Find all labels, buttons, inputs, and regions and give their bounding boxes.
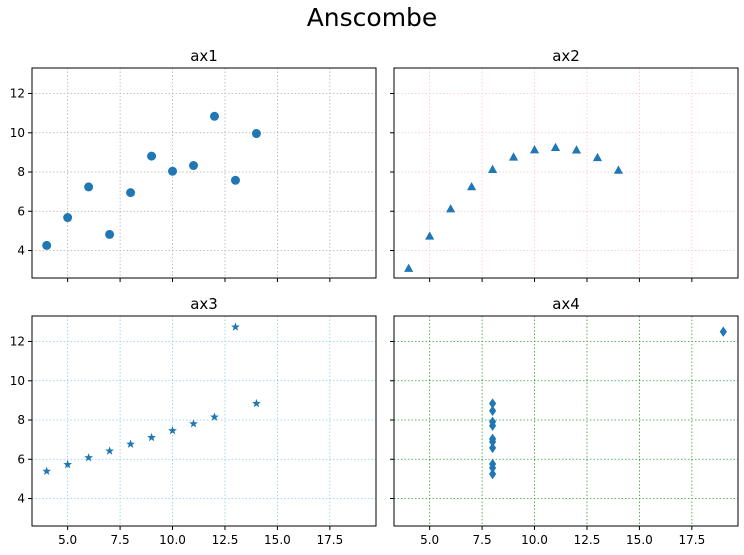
data-point	[488, 405, 497, 416]
y-tick-label: 6	[17, 452, 25, 466]
data-point	[84, 453, 94, 462]
data-point	[84, 182, 94, 192]
data-point	[147, 151, 157, 161]
data-point	[613, 165, 624, 174]
data-point	[63, 213, 73, 223]
data-point	[488, 462, 497, 474]
data-point	[592, 152, 603, 162]
y-tick-label: 12	[10, 87, 25, 101]
y-tick-label: 4	[17, 244, 25, 258]
data-point	[105, 229, 115, 239]
axes-frame	[31, 315, 377, 527]
axes-title: ax3	[190, 295, 218, 313]
data-point	[252, 398, 261, 408]
data-point	[189, 161, 199, 171]
data-point	[231, 322, 240, 331]
data-point	[425, 231, 435, 240]
data-point	[508, 152, 519, 161]
y-tick-label: 4	[17, 492, 25, 506]
data-point	[488, 468, 497, 480]
data-point	[488, 436, 497, 447]
data-points	[488, 326, 727, 480]
data-points	[42, 111, 261, 250]
data-point	[571, 145, 582, 154]
axes-4: 5.0 7.5 10.0 12.5 15.0 17.5 ax4	[390, 295, 739, 547]
data-point	[105, 446, 114, 455]
axes-grid: 4 6 8 10 12 ax1 ax2 5.0 7.5 10.0 12.5 15.0 17.5 4 6 8 10…	[10, 47, 739, 547]
y-tick-label: 10	[10, 126, 25, 140]
x-tick-label: 5.0	[58, 533, 77, 547]
data-point	[210, 412, 219, 421]
data-point	[446, 204, 456, 213]
data-points	[42, 322, 261, 475]
data-point	[168, 166, 178, 176]
data-point	[529, 145, 540, 154]
axes-1: 4 6 8 10 12 ax1	[10, 47, 377, 282]
y-tick-label: 8	[17, 413, 25, 427]
data-point	[209, 111, 219, 121]
data-point	[168, 426, 177, 435]
axes-frame	[393, 67, 739, 279]
x-tick-label: 15.0	[626, 533, 653, 547]
figure-title: Anscombe	[307, 3, 438, 32]
data-point	[488, 442, 497, 454]
x-tick-label: 7.5	[111, 533, 130, 547]
axes-3: 5.0 7.5 10.0 12.5 15.0 17.5 4 6 8 10 12 ax3	[10, 295, 377, 547]
axes-title: ax2	[552, 47, 580, 65]
axes-frame	[31, 67, 377, 279]
x-tick-label: 12.5	[212, 533, 239, 547]
y-tick-label: 10	[10, 374, 25, 388]
data-point	[147, 432, 156, 442]
data-point	[42, 466, 52, 475]
y-tick-label: 12	[10, 335, 25, 349]
data-point	[63, 459, 73, 469]
data-point	[487, 164, 498, 173]
data-point	[488, 416, 497, 427]
data-point	[488, 398, 497, 409]
data-point	[126, 188, 136, 198]
data-point	[404, 263, 414, 272]
data-point	[42, 240, 52, 250]
y-tick-label: 8	[17, 165, 25, 179]
data-point	[467, 181, 477, 191]
x-tick-label: 17.5	[678, 533, 705, 547]
data-point	[126, 439, 135, 448]
data-points	[404, 142, 624, 272]
x-tick-label: 7.5	[473, 533, 492, 547]
axes-title: ax4	[552, 295, 580, 313]
x-tick-label: 15.0	[264, 533, 291, 547]
x-tick-label: 10.0	[159, 533, 186, 547]
x-tick-label: 17.5	[316, 533, 343, 547]
x-tick-label: 5.0	[420, 533, 439, 547]
data-point	[719, 326, 727, 337]
data-point	[230, 175, 240, 185]
axes-title: ax1	[190, 47, 218, 65]
x-tick-label: 10.0	[521, 533, 548, 547]
x-tick-label: 12.5	[574, 533, 601, 547]
data-point	[550, 142, 561, 151]
y-tick-label: 6	[17, 204, 25, 218]
data-point	[189, 419, 198, 428]
axes-frame	[393, 315, 739, 527]
data-point	[251, 129, 261, 139]
axes-2: ax2	[390, 47, 739, 282]
